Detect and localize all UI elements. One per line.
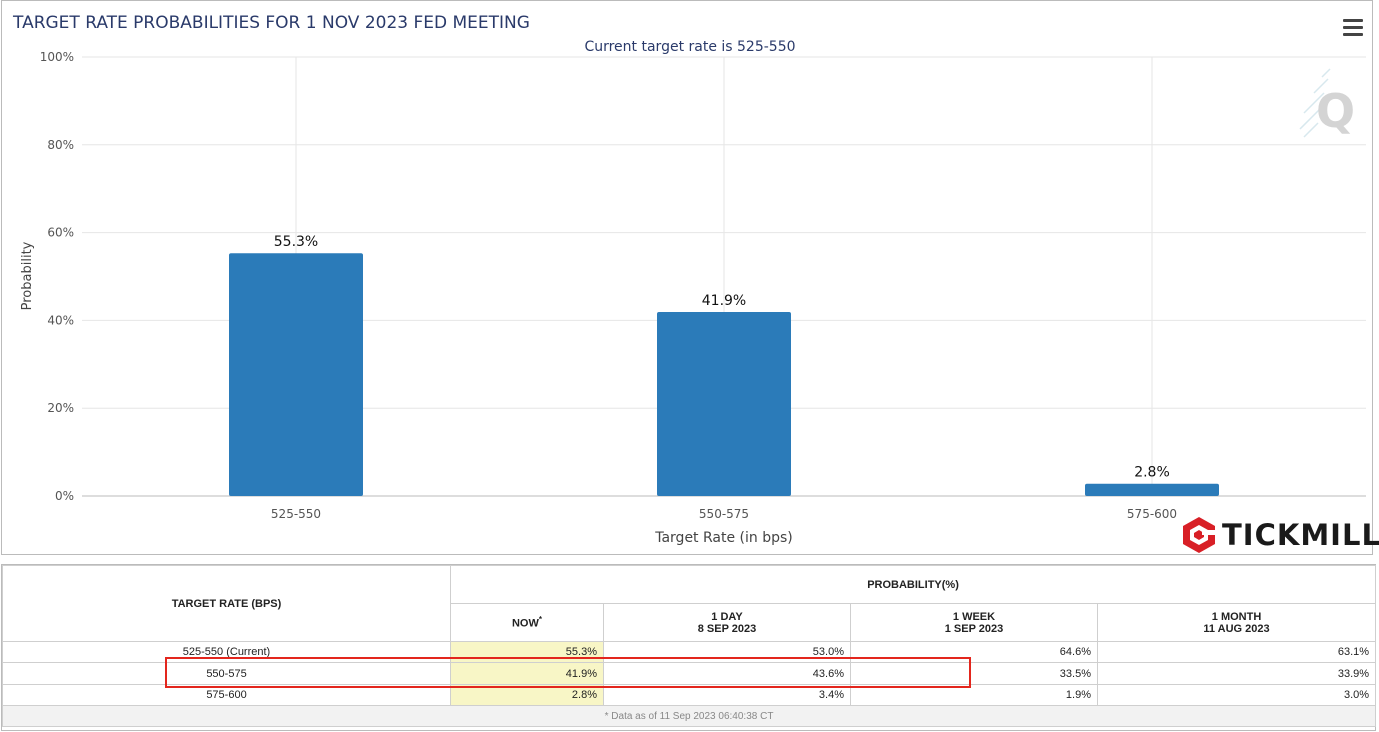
bar-525-550[interactable] (229, 253, 363, 496)
y-tick-label: 20% (47, 401, 74, 415)
chart-subtitle: Current target rate is 525-550 (584, 39, 795, 55)
x-axis-title: Target Rate (in bps) (654, 530, 793, 546)
chart-title: TARGET RATE PROBABILITIES FOR 1 NOV 2023… (12, 13, 530, 33)
day-cell: 43.6% (603, 662, 851, 685)
col-1week-header: 1 WEEK 1 SEP 2023 (850, 603, 1098, 642)
tickmill-hexagon-icon (1183, 517, 1216, 553)
bar-575-600[interactable] (1085, 483, 1219, 496)
day-cell: 3.4% (603, 684, 851, 706)
y-tick-label: 0% (55, 489, 74, 503)
x-tick-label: 550-575 (699, 507, 749, 521)
probability-table: TARGET RATE (BPS) PROBABILITY(%) NOW* 1 … (1, 564, 1377, 731)
bar-550-575[interactable] (657, 312, 791, 496)
bar-chart: TARGET RATE PROBABILITIES FOR 1 NOV 2023… (12, 13, 1366, 546)
y-tick-label: 40% (47, 313, 74, 327)
tickmill-logo: TICKMILL (1182, 514, 1379, 556)
y-tick-label: 100% (40, 50, 74, 64)
now-cell: 55.3% (450, 641, 604, 663)
now-cell: 2.8% (450, 684, 604, 706)
x-tick-label: 575-600 (1127, 507, 1177, 521)
target-rate-header: TARGET RATE (BPS) (2, 565, 451, 642)
probability-header: PROBABILITY(%) (449, 565, 1377, 604)
hamburger-menu-icon[interactable] (1340, 19, 1366, 39)
y-tick-label: 60% (47, 226, 74, 240)
month-cell: 63.1% (1096, 641, 1377, 663)
col-1month-header: 1 MONTH 11 AUG 2023 (1096, 603, 1377, 642)
data-timestamp-footnote: * Data as of 11 Sep 2023 06:40:38 CT (1, 705, 1377, 727)
week-cell: 1.9% (850, 684, 1098, 706)
month-cell: 33.9% (1096, 662, 1377, 685)
data-label: 55.3% (274, 234, 318, 250)
table-row: 575-600 2.8% 3.4% 1.9% 3.0% (2, 684, 1377, 706)
data-label: 41.9% (702, 293, 746, 309)
y-axis-title: Probability (20, 241, 35, 310)
rate-cell: 550-575 (2, 662, 451, 685)
month-cell: 3.0% (1096, 684, 1377, 706)
col-now-header: NOW* (450, 603, 604, 642)
day-cell: 53.0% (603, 641, 851, 663)
rate-cell: 575-600 (2, 684, 451, 706)
tickmill-wordmark: TICKMILL (1222, 518, 1379, 552)
q-watermark-logo: Q (1299, 68, 1355, 138)
now-cell: 41.9% (450, 662, 604, 685)
chart-panel: TARGET RATE PROBABILITIES FOR 1 NOV 2023… (1, 0, 1379, 555)
week-cell: 33.5% (850, 662, 1098, 685)
week-cell: 64.6% (850, 641, 1098, 663)
svg-text:Q: Q (1316, 84, 1355, 138)
table-row: 550-575 41.9% 43.6% 33.5% 33.9% (2, 662, 1377, 685)
rate-cell: 525-550 (Current) (2, 641, 451, 663)
data-label: 2.8% (1134, 465, 1170, 481)
x-tick-label: 525-550 (271, 507, 321, 521)
col-1day-header: 1 DAY 8 SEP 2023 (603, 603, 851, 642)
table-row: 525-550 (Current) 55.3% 53.0% 64.6% 63.1… (2, 641, 1377, 663)
y-tick-label: 80% (47, 138, 74, 152)
